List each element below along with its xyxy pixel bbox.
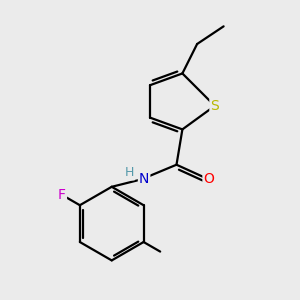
Text: F: F bbox=[58, 188, 66, 202]
Text: O: O bbox=[203, 172, 214, 186]
Text: S: S bbox=[210, 99, 219, 113]
Text: N: N bbox=[139, 172, 149, 186]
Text: H: H bbox=[125, 167, 134, 179]
